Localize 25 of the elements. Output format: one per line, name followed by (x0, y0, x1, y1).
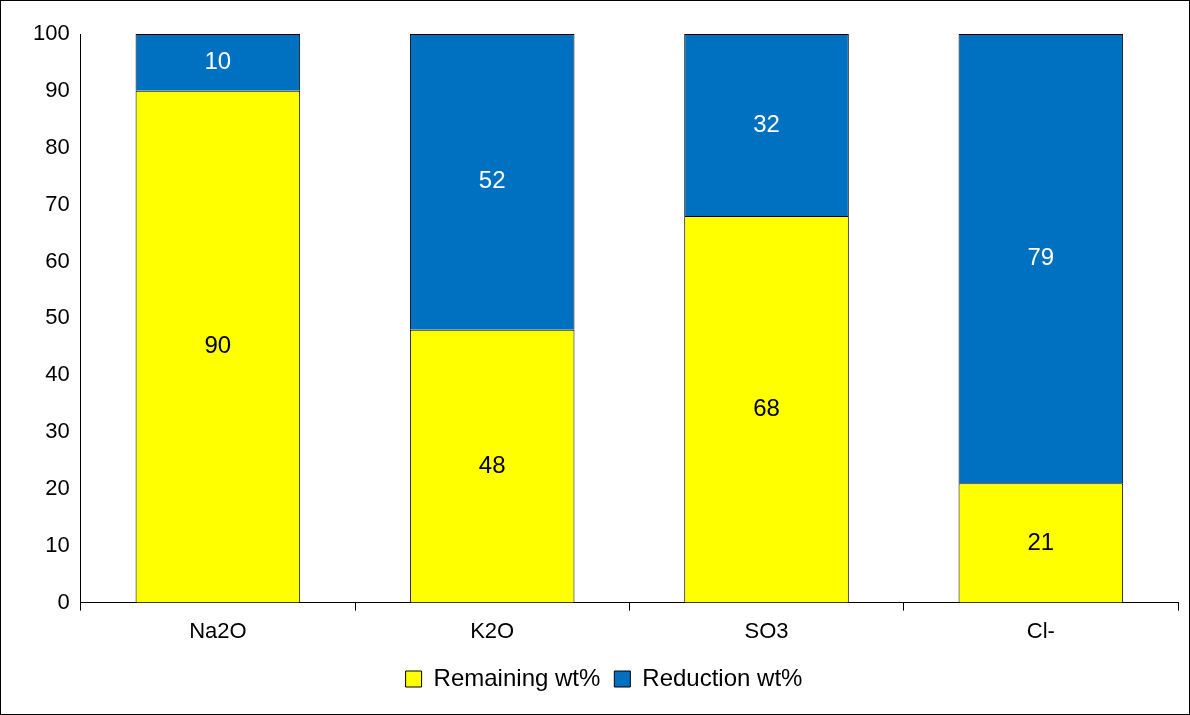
y-tick-label: 100 (32, 20, 70, 46)
data-label: 52 (478, 166, 506, 194)
data-label: 21 (1027, 527, 1055, 555)
data-label: 32 (753, 109, 780, 137)
x-tick-label: SO3 (744, 617, 789, 643)
y-tick-label: 70 (45, 190, 70, 216)
y-tick-label: 80 (45, 133, 70, 159)
data-label: 68 (753, 393, 780, 421)
legend-label: Reduction wt% (642, 663, 803, 691)
y-tick-label: 60 (45, 247, 70, 273)
y-tick-label: 50 (45, 304, 70, 330)
y-tick-label: 20 (45, 474, 70, 500)
data-label: 10 (204, 47, 232, 75)
data-label: 90 (204, 331, 232, 359)
x-tick-label: K2O (470, 617, 515, 643)
y-tick-label: 90 (45, 76, 70, 102)
y-tick-label: 10 (45, 531, 70, 557)
y-tick-label: 0 (57, 588, 70, 614)
y-tick-label: 30 (45, 418, 70, 444)
data-label: 48 (478, 450, 506, 478)
x-tick-label: Cl- (1026, 617, 1055, 643)
legend-label: Remaining wt% (433, 663, 601, 691)
data-label: 79 (1027, 243, 1055, 271)
y-tick-label: 40 (45, 361, 70, 387)
x-tick-label: Na2O (189, 617, 247, 643)
